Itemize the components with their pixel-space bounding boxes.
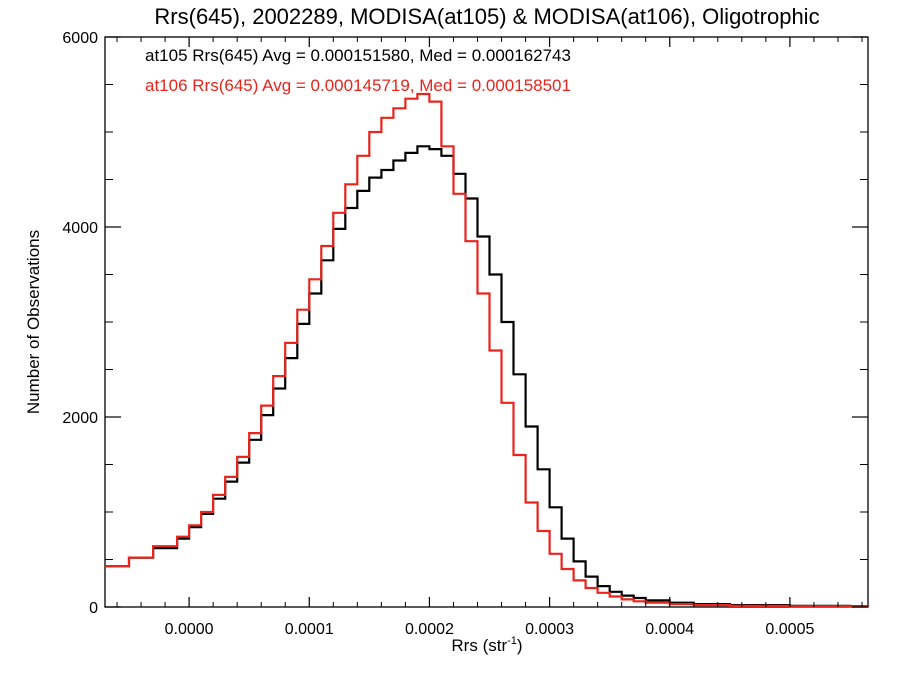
x-axis-label-sup: -1 <box>507 635 517 647</box>
x-tick-label: 0.0004 <box>645 621 694 638</box>
axis-ticks <box>105 36 868 608</box>
x-tick-label: 0.0000 <box>165 621 214 638</box>
series-line-1 <box>105 92 870 608</box>
curves <box>105 92 870 608</box>
x-tick-label: 0.0002 <box>405 621 454 638</box>
x-axis-label-suffix: ) <box>517 636 523 655</box>
legend-at106: at106 Rrs(645) Avg = 0.000145719, Med = … <box>145 76 571 95</box>
chart-title: Rrs(645), 2002289, MODISA(at105) & MODIS… <box>154 4 819 29</box>
x-axis-label-main: Rrs (str <box>451 636 507 655</box>
y-tick-label: 2000 <box>62 410 98 427</box>
plot-frame <box>104 36 869 608</box>
x-axis-label: Rrs (str-1) <box>451 635 522 655</box>
series-line-0 <box>105 145 870 608</box>
y-tick-label: 6000 <box>62 30 98 47</box>
y-tick-label: 4000 <box>62 220 98 237</box>
y-axis-label: Number of Observations <box>24 230 43 414</box>
x-tick-label: 0.0001 <box>285 621 334 638</box>
axis-tick-labels: 0.0000 0.0001 0.0002 0.0003 0.0004 0.0005 0 200… <box>62 30 814 638</box>
x-tick-label: 0.0005 <box>765 621 814 638</box>
y-tick-label: 0 <box>89 600 98 617</box>
x-tick-label: 0.0003 <box>525 621 574 638</box>
legend-at105: at105 Rrs(645) Avg = 0.000151580, Med = … <box>145 46 571 65</box>
